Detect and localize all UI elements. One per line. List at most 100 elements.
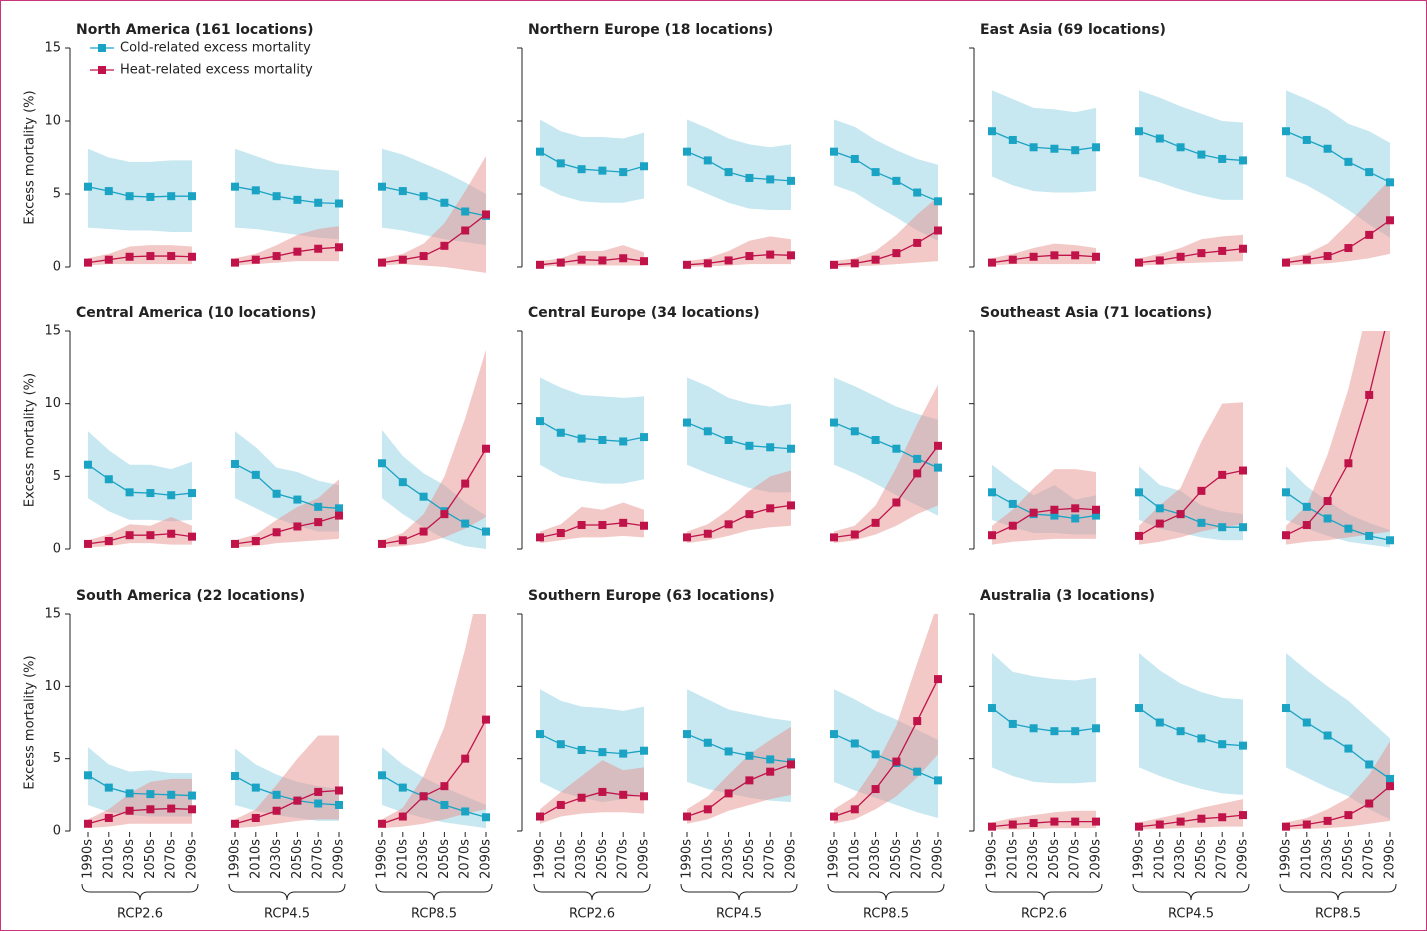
legend-label: Cold-related excess mortality [120,41,311,56]
marker [619,790,628,799]
x-tick-label: 2010s [553,839,568,879]
marker [125,488,134,497]
plot-area [988,653,1394,831]
marker [724,520,733,529]
marker [766,250,775,259]
marker [1282,704,1290,713]
marker [378,819,386,828]
marker [787,251,795,260]
x-tick-label: 2030s [574,839,589,879]
marker [1029,508,1038,517]
marker [556,258,565,267]
x-tick-label: 2090s [479,839,494,879]
marker [577,793,586,802]
marker [787,501,795,510]
x-tick-label: 2090s [332,839,347,879]
panel: North America (161 locations) Excess mort… [23,22,490,275]
marker [1344,744,1353,753]
marker [104,187,113,196]
marker [1218,470,1227,479]
x-tick-label: 1990s [680,839,695,879]
marker [188,532,196,541]
uncertainty-band [1139,402,1243,545]
uncertainty-band [687,236,791,267]
marker [1386,178,1394,187]
marker [766,504,775,513]
marker [871,750,880,759]
uncertainty-band [687,470,791,544]
marker [892,444,901,453]
x-tick-label: 2010s [847,839,862,879]
marker [482,813,490,822]
x-tick-label: 2030s [122,839,137,879]
x-tick-label: 2050s [595,839,610,879]
x-tick-label: 2070s [164,839,179,879]
marker [1323,816,1332,825]
panel-title: North America (161 locations) [76,22,313,38]
uncertainty-band [235,226,339,266]
marker [378,771,386,780]
marker [1386,774,1394,783]
marker [293,522,302,531]
marker [1092,143,1100,152]
x-tick-label: 2030s [269,839,284,879]
marker [146,252,155,261]
marker [188,489,196,498]
marker [892,176,901,185]
marker [146,489,155,498]
marker [1135,704,1143,713]
group-brace [827,883,945,901]
uncertainty-band [687,377,791,493]
marker [988,127,996,136]
marker [766,767,775,776]
y-axis-label: Excess mortality (%) [23,90,38,224]
marker [577,165,586,174]
marker [850,259,859,268]
panel: South America (22 locations) Excess morta… [23,588,494,922]
marker [461,807,470,816]
marker [419,527,428,536]
marker [1365,799,1374,808]
marker [830,147,838,156]
marker [1092,252,1100,261]
marker [913,454,922,463]
marker [1008,135,1017,144]
marker [1302,521,1311,530]
marker [482,210,490,219]
marker [536,812,544,821]
marker [188,192,196,201]
marker [619,437,628,446]
marker [913,238,922,247]
marker [1176,143,1185,152]
marker [398,536,407,545]
marker [167,529,176,538]
marker [272,192,281,201]
x-tick-label: 2030s [721,839,736,879]
marker [683,418,691,427]
marker [934,776,942,785]
panel-title: Central Europe (34 locations) [528,305,760,321]
marker [724,789,733,798]
marker [1239,156,1247,165]
marker [1386,305,1394,313]
marker [536,260,544,269]
marker [745,173,754,182]
marker [640,521,648,530]
marker [619,518,628,527]
marker [482,444,490,453]
marker [683,260,691,269]
marker [724,256,733,265]
uncertainty-band [88,517,192,548]
x-tick-label: 2090s [1236,839,1251,879]
marker [314,799,323,808]
marker [850,805,859,814]
marker [482,527,490,536]
marker [556,428,565,437]
marker [871,255,880,264]
marker [577,521,586,530]
marker [1323,252,1332,261]
marker [1092,511,1100,520]
marker [1155,504,1164,513]
marker [536,147,544,156]
plot-area [536,614,942,824]
